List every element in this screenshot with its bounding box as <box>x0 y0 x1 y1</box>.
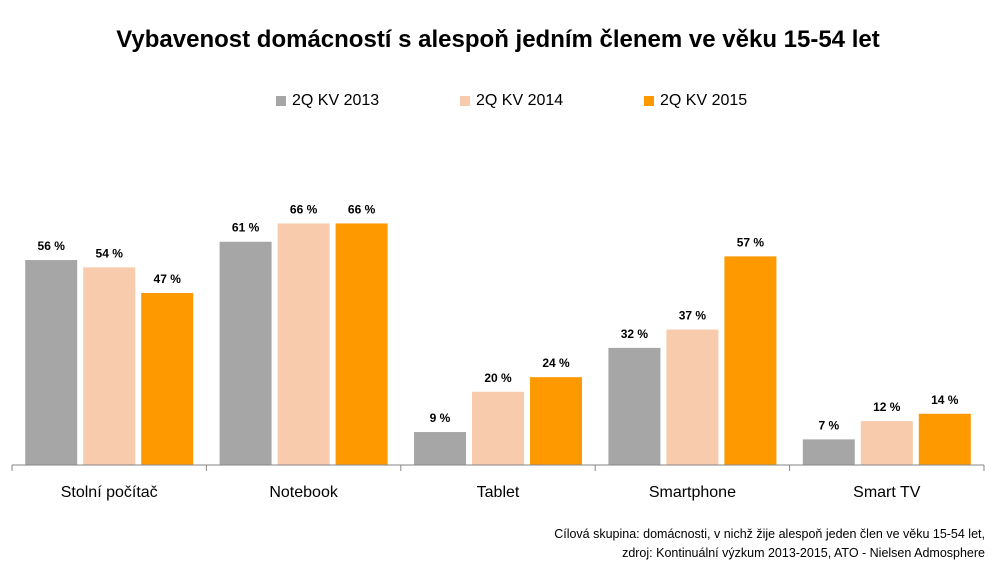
data-label: 54 % <box>96 246 124 260</box>
legend-swatch-2015 <box>644 96 654 106</box>
data-label: 24 % <box>542 356 570 370</box>
bar <box>414 432 466 465</box>
bar <box>918 413 971 465</box>
legend-swatch-2013 <box>276 96 286 106</box>
footnote-line-1: Cílová skupina: domácnosti, v nichž žije… <box>554 527 985 541</box>
bar <box>277 223 330 465</box>
data-label: 7 % <box>818 418 839 432</box>
bar <box>860 421 913 465</box>
bar <box>219 241 272 465</box>
bar <box>25 260 78 465</box>
bar <box>608 347 661 465</box>
legend-item-2015: 2Q KV 2015 <box>644 92 747 110</box>
bar <box>530 377 582 465</box>
data-label: 32 % <box>621 327 649 341</box>
bar <box>83 267 136 465</box>
data-label: 20 % <box>484 371 512 385</box>
legend-item-2014: 2Q KV 2014 <box>460 92 563 110</box>
data-label: 56 % <box>38 239 66 253</box>
footnote-line-2: zdroj: Kontinuální výzkum 2013-2015, ATO… <box>622 546 985 560</box>
chart-title: Vybavenost domácností s alespoň jedním č… <box>116 26 880 53</box>
data-label: 66 % <box>290 202 318 216</box>
legend-item-2013: 2Q KV 2013 <box>276 92 379 110</box>
bar <box>472 391 524 465</box>
data-label: 66 % <box>348 202 376 216</box>
legend-label-2015: 2Q KV 2015 <box>660 92 748 109</box>
category-label: Stolní počítač <box>61 484 158 501</box>
bar <box>335 223 388 465</box>
category-label: Smartphone <box>649 484 736 501</box>
legend-label-2014: 2Q KV 2014 <box>476 92 564 109</box>
bar <box>802 439 855 465</box>
category-label: Tablet <box>477 484 520 501</box>
footnote: Cílová skupina: domácnosti, v nichž žije… <box>554 525 985 563</box>
data-label: 37 % <box>679 309 707 323</box>
data-label: 47 % <box>154 272 182 286</box>
data-label: 14 % <box>931 393 959 407</box>
legend: 2Q KV 2013 2Q KV 2014 2Q KV 2015 <box>0 92 996 112</box>
data-label: 61 % <box>232 221 260 235</box>
bar <box>724 256 777 465</box>
category-label: Smart TV <box>853 484 921 501</box>
data-label: 12 % <box>873 400 901 414</box>
data-label: 9 % <box>430 411 451 425</box>
bar <box>141 292 194 465</box>
legend-swatch-2014 <box>460 96 470 106</box>
bar <box>666 329 719 465</box>
legend-label-2013: 2Q KV 2013 <box>292 92 380 109</box>
data-label: 57 % <box>737 235 765 249</box>
category-label: Notebook <box>269 484 338 501</box>
